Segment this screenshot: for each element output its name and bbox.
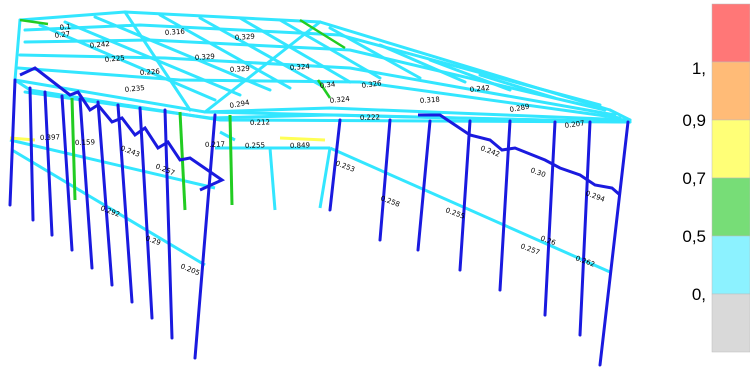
member-label: 0.397 — [40, 133, 60, 142]
roof-rafter — [203, 20, 322, 114]
roof-rafter — [378, 43, 467, 84]
member-label: 0.226 — [140, 68, 161, 77]
column — [43, 90, 54, 237]
member-label: 0.222 — [360, 113, 380, 122]
legend-band — [711, 119, 750, 179]
legend-tick-label: 0, — [692, 285, 706, 304]
yellow-member — [279, 136, 326, 142]
left-eave — [13, 78, 632, 122]
roof-purlin — [23, 23, 602, 107]
wall-girt — [9, 138, 216, 190]
legend-band — [711, 293, 750, 353]
column — [498, 119, 512, 292]
wall-girts — [9, 130, 611, 274]
roof-purlin — [16, 66, 622, 120]
column — [598, 120, 630, 367]
roof-brace — [299, 18, 346, 50]
member-label: 0.849 — [290, 141, 310, 150]
column — [328, 118, 342, 212]
legend-tick-label: 0,9 — [682, 111, 706, 130]
roof-rafter — [38, 23, 217, 102]
wall-girt — [11, 148, 206, 267]
wall-girt — [219, 130, 236, 142]
column — [96, 100, 114, 287]
member-label: 0.217 — [205, 140, 225, 149]
member-label: 0.212 — [250, 118, 270, 127]
column — [543, 120, 557, 317]
member-label: 0.289 — [509, 103, 530, 114]
column-green — [228, 114, 234, 206]
column-green — [70, 97, 77, 201]
member-label: 0.257 — [519, 242, 541, 256]
legend-band — [711, 61, 750, 121]
roof-rafter — [93, 15, 272, 92]
column — [138, 106, 154, 320]
member-label: 0.318 — [420, 96, 441, 105]
column — [8, 78, 17, 207]
roof-rafter — [608, 108, 632, 122]
column — [416, 119, 432, 252]
wall-girt — [329, 146, 611, 274]
member-label: 0.205 — [179, 262, 201, 277]
roof-members — [13, 10, 632, 124]
right-eave — [203, 110, 632, 124]
column — [28, 86, 35, 222]
member-label: 0.1 — [59, 23, 71, 32]
roof-purlin — [18, 53, 617, 117]
crane-beam-right — [418, 113, 621, 197]
member-label: 0.34 — [319, 80, 336, 90]
roof-rafter — [13, 18, 22, 82]
member-label: 0.207 — [564, 119, 585, 130]
wall-girt — [268, 147, 277, 211]
roof-ridge — [18, 10, 612, 112]
member-label: 0.324 — [290, 63, 311, 72]
roof-purlin — [23, 38, 607, 112]
columns — [8, 78, 630, 367]
crane-beam-left — [19, 66, 226, 192]
member-label: 0.329 — [235, 33, 256, 42]
member-label: 0.255 — [245, 141, 265, 150]
member-label: 0.159 — [75, 138, 95, 147]
roof-rafter — [238, 16, 352, 84]
legend-tick-label: 0,7 — [682, 169, 706, 188]
member-label: 0.235 — [124, 84, 145, 94]
column — [193, 113, 217, 360]
color-legend: 1, 0,9 0,7 0,5 0, — [682, 3, 750, 353]
member-label: 0.326 — [361, 79, 382, 90]
legend-tick-label: 1, — [692, 59, 706, 78]
roof-brace — [316, 79, 332, 99]
legend-band — [711, 235, 750, 295]
legend-band — [711, 3, 750, 63]
column — [116, 103, 134, 304]
member-label: 0.329 — [230, 65, 251, 74]
column — [78, 97, 94, 270]
roof-bracing — [19, 18, 346, 99]
member-label: 0.294 — [229, 99, 251, 110]
member-label: 0.242 — [89, 40, 110, 50]
wall-girt — [318, 147, 332, 209]
member-label: 0.329 — [195, 53, 216, 62]
legend-tick-label: 0,5 — [682, 227, 706, 246]
right-eave — [13, 78, 632, 124]
legend-band — [711, 177, 750, 237]
member-label: 0.30 — [529, 166, 546, 179]
member-label: 0.324 — [329, 95, 350, 105]
member-label: 0.253 — [334, 159, 356, 173]
column — [458, 119, 472, 272]
roof-brace — [19, 18, 49, 26]
member-label: 0.225 — [104, 54, 125, 64]
column — [378, 118, 392, 242]
member-label: 0.262 — [574, 254, 596, 268]
crane-beams — [19, 66, 621, 197]
member-label: 0.292 — [99, 204, 121, 218]
member-label: 0.242 — [469, 84, 490, 94]
member-label: 0.316 — [165, 28, 186, 37]
column — [163, 108, 174, 340]
member-label: 0.27 — [54, 30, 71, 40]
column — [60, 94, 74, 252]
column — [578, 120, 592, 337]
